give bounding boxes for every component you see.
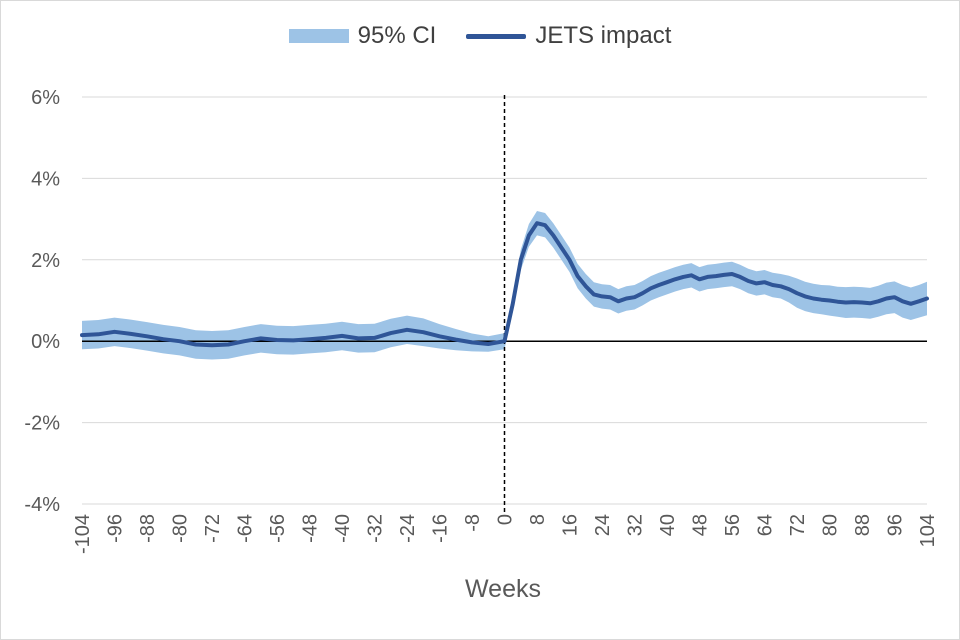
x-tick-label: -8 [462, 514, 484, 532]
x-tick-label: -72 [202, 514, 224, 543]
y-tick-label: -4% [24, 494, 60, 516]
y-tick-label: -2% [24, 413, 60, 435]
x-tick-label: 88 [852, 514, 874, 536]
x-tick-label: 56 [722, 514, 744, 536]
x-tick-label: 8 [527, 514, 549, 525]
x-tick-label: -80 [170, 514, 192, 543]
x-tick-label: -64 [235, 514, 257, 543]
x-tick-label: -24 [397, 514, 419, 543]
x-tick-label: 96 [885, 514, 907, 536]
legend: 95% CI JETS impact [0, 22, 960, 50]
legend-item-impact: JETS impact [466, 22, 671, 50]
y-tick-label: 4% [31, 168, 60, 190]
legend-band-label: 95% CI [357, 22, 437, 49]
ci-band [82, 211, 927, 360]
y-tick-label: 2% [31, 250, 60, 272]
x-tick-label: 64 [755, 514, 777, 536]
x-tick-label: 80 [820, 514, 842, 536]
impact-line [80, 221, 929, 348]
x-tick-label: -48 [300, 514, 322, 543]
x-tick-label: -56 [267, 514, 289, 543]
legend-line-swatch [466, 33, 527, 39]
x-tick-label: -96 [105, 514, 127, 543]
x-tick-label: -32 [365, 514, 387, 543]
y-tick-label: 6% [31, 87, 60, 109]
x-tick-label: 16 [560, 514, 582, 536]
x-tick-label: 104 [917, 514, 939, 547]
x-tick-label: 0 [495, 514, 517, 525]
x-tick-labels: -104 -96 -88 -80 -72 -64 -56 -48 -40 -32 -24 -16 -8 0… [72, 514, 939, 554]
y-tick-labels: -4% -2% 0% 2% 4% 6% [24, 87, 60, 516]
x-tick-label: 32 [625, 514, 647, 536]
legend-item-ci: 95% CI [288, 22, 437, 50]
x-tick-label: -88 [137, 514, 159, 543]
x-tick-label: 40 [657, 514, 679, 536]
x-tick-label: 72 [787, 514, 809, 536]
x-tick-label: 48 [690, 514, 712, 536]
legend-band-swatch [288, 29, 349, 43]
x-tick-label: 24 [592, 514, 614, 536]
legend-line-label: JETS impact [535, 22, 672, 49]
x-tick-label: -16 [430, 514, 452, 543]
x-tick-label: -40 [332, 514, 354, 543]
x-axis-title: Weeks [465, 575, 541, 603]
x-tick-label: -104 [72, 514, 94, 554]
y-tick-label: 0% [31, 331, 60, 353]
